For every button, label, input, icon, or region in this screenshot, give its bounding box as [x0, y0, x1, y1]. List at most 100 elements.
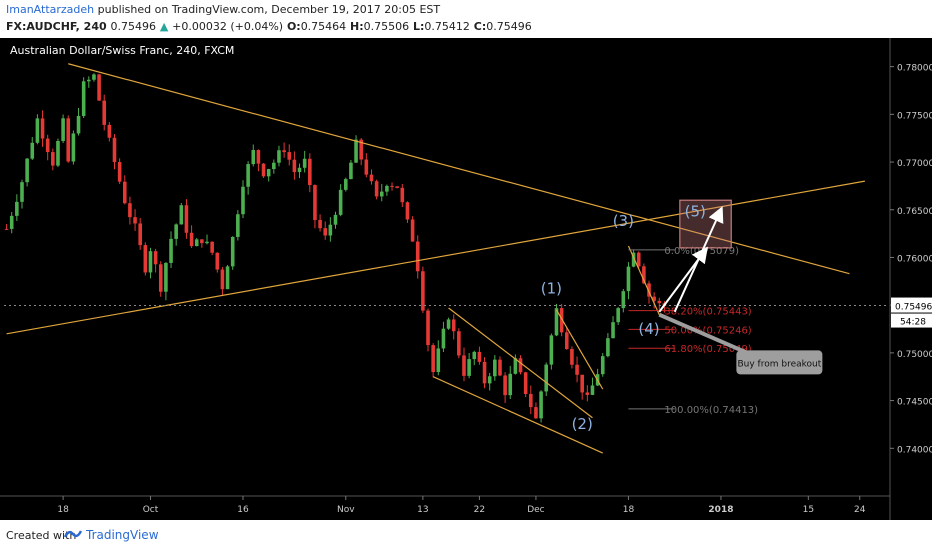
candle-body [642, 266, 646, 284]
candles-layer [4, 73, 667, 423]
candle-body [426, 310, 430, 346]
wave-label: (5) [685, 202, 706, 220]
price-tick-label: 0.74000 [897, 445, 932, 455]
candle-body [385, 185, 389, 192]
last-price: 0.75496 [110, 20, 156, 33]
candle-body [482, 361, 487, 384]
candle-body [564, 332, 569, 350]
candle-body [575, 364, 579, 375]
candle-body [133, 217, 137, 224]
candle-body [559, 308, 564, 333]
trendline [555, 309, 604, 390]
candle-body [112, 137, 117, 163]
candle-body [503, 375, 507, 396]
candle-body [477, 351, 482, 362]
candle-body [549, 335, 554, 365]
time-tick-label: 18 [623, 505, 635, 515]
candle-body [606, 338, 610, 357]
candle-body [174, 224, 178, 239]
candle-body [148, 251, 153, 273]
time-axis[interactable]: 18 Oct 16 Nov 13 22 Dec 18 2018 15 24 [57, 496, 866, 515]
candle-body [369, 174, 374, 182]
candle-body [287, 152, 292, 160]
projection-arrow [673, 206, 724, 313]
candle-body [128, 203, 132, 218]
candle-body [76, 115, 81, 134]
chart-header: ImanAttarzadeh published on TradingView.… [0, 0, 932, 38]
candle-body [626, 266, 631, 292]
candle-body [657, 300, 662, 304]
trendline [448, 307, 593, 419]
candle-body [210, 241, 214, 253]
time-tick-label: 16 [237, 505, 249, 515]
candle-body [374, 181, 379, 197]
candle-body [590, 385, 595, 395]
high-label: H: [350, 20, 364, 33]
price-tick-label: 0.76000 [897, 254, 932, 264]
candle-body [405, 202, 410, 220]
candle-body [169, 238, 173, 263]
candle-body [359, 139, 363, 160]
candle-body [379, 191, 384, 197]
candle-body [513, 358, 518, 374]
candle-body [313, 185, 317, 220]
candle-body [451, 319, 456, 332]
candle-body [184, 205, 189, 233]
candle-body [616, 308, 620, 323]
candle-body [189, 232, 194, 247]
close-label: C: [473, 20, 487, 33]
chart-area[interactable]: 0.0%(0.75079)38.20%(0.75443)50.00%(0.752… [0, 38, 932, 520]
candle-body [308, 158, 312, 186]
author-link[interactable]: ImanAttarzadeh [6, 3, 95, 16]
candle-body [246, 164, 250, 187]
open-label: O: [286, 20, 301, 33]
open-value: 0.75464 [300, 20, 347, 33]
time-tick-label: 2018 [708, 505, 733, 515]
candle-body [251, 150, 256, 165]
fib-label: 61.80%(0.75049) [664, 344, 751, 355]
candle-body [621, 291, 626, 309]
fib-label: 38.20%(0.75443) [664, 307, 751, 318]
candle-body [20, 182, 24, 202]
price-tick-label: 0.77000 [897, 159, 932, 169]
low-label: L: [412, 20, 425, 33]
wave-label: (3) [613, 212, 634, 230]
candle-body [220, 269, 225, 290]
candle-body [225, 266, 230, 290]
footer: Created with TradingView [0, 520, 932, 550]
wave-label: (4) [638, 320, 659, 338]
candle-body [328, 224, 333, 236]
countdown-label: 54:28 [900, 318, 926, 328]
price-tick-label: 0.76500 [897, 207, 932, 217]
candle-body [45, 138, 50, 153]
price-tick-label: 0.75000 [897, 350, 932, 360]
candlestick-chart[interactable]: 0.0%(0.75079)38.20%(0.75443)50.00%(0.752… [0, 38, 932, 520]
candle-body [462, 355, 466, 376]
countdown-tag [891, 313, 932, 328]
candle-body [493, 359, 497, 377]
candle-body [292, 159, 297, 173]
candle-body [400, 187, 405, 203]
symbol-info: FX:AUDCHF, 240 0.75496 ▲ +0.00032 (+0.04… [6, 20, 532, 33]
candle-body [364, 159, 369, 175]
candle-body [343, 179, 348, 190]
candle-body [338, 189, 343, 215]
candle-body [200, 239, 204, 244]
candle-body [87, 79, 91, 82]
candle-body [81, 81, 86, 116]
price-axis[interactable]: 0.780000.775000.770000.765000.760000.755… [890, 64, 932, 456]
candle-body [441, 328, 446, 349]
candle-body [122, 181, 127, 204]
current-price-label: 0.75496 [895, 303, 932, 313]
tradingview-brand[interactable]: TradingView [86, 528, 159, 542]
chart-title: Australian Dollar/Swiss Franc, 240, FXCM [10, 44, 234, 57]
change-up-icon: ▲ [159, 20, 169, 33]
candle-body [143, 245, 148, 273]
candle-body [333, 214, 338, 225]
published-text: published on TradingView.com, December 1… [94, 3, 441, 16]
candle-body [544, 364, 549, 392]
time-tick-label: 18 [57, 505, 69, 515]
candle-body [4, 228, 9, 230]
candle-body [647, 283, 651, 297]
candle-body [436, 348, 441, 373]
